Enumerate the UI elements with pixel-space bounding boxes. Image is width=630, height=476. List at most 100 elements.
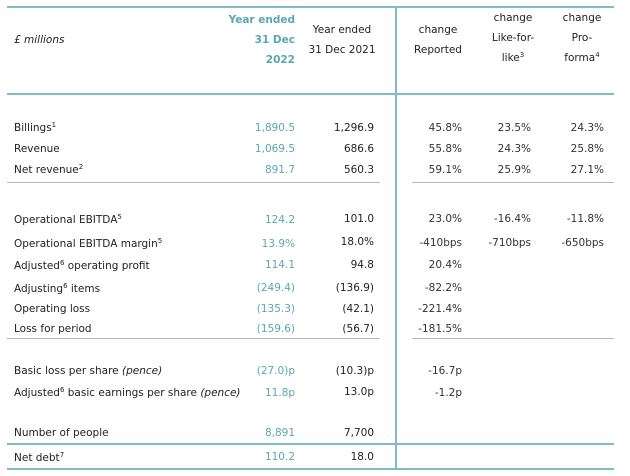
column-divider <box>395 6 397 470</box>
header-current-line1: Year ended <box>228 14 295 26</box>
ebitda-change-reported: 23.0% <box>428 213 462 225</box>
row-label-revenue: Revenue <box>14 142 60 156</box>
row-label-adjusted-operating-profit: Adjusted6 operating profit <box>14 259 150 273</box>
label-text: Revenue <box>14 143 60 155</box>
ebitda-margin-2021: 18.0% <box>340 236 374 248</box>
net-revenue-change-proforma: 27.1% <box>570 164 604 176</box>
adj-op-profit-change-reported: 20.4% <box>428 259 462 271</box>
header-change-reported: change Reported <box>408 20 468 60</box>
footnote-ref: 7 <box>59 451 65 459</box>
header-lfl-text: like <box>501 52 520 64</box>
billings-change-proforma: 24.3% <box>570 122 604 134</box>
row-label-operational-ebitda: Operational EBITDA5 <box>14 213 122 227</box>
label-text: Basic loss per share <box>14 365 122 377</box>
billings-2022: 1,890.5 <box>254 122 295 134</box>
row-label-loss-for-period: Loss for period <box>14 322 92 336</box>
adjusting-items-2021: (136.9) <box>335 282 374 294</box>
label-text: Adjusted <box>14 260 60 272</box>
basic-lps-2021: (10.3)p <box>335 365 374 377</box>
label-text: Operational EBITDA <box>14 214 118 226</box>
header-pro-line3: forma4 <box>552 48 612 68</box>
revenue-change-lfl: 24.3% <box>497 143 531 155</box>
revenue-change-reported: 55.8% <box>428 143 462 155</box>
row-label-basic-loss-per-share: Basic loss per share (pence) <box>14 364 162 378</box>
revenue-2022: 1,069.5 <box>254 143 295 155</box>
label-text: basic earnings per share <box>64 387 201 399</box>
row-label-number-of-people: Number of people <box>14 426 109 440</box>
row-label-ebitda-margin: Operational EBITDA margin5 <box>14 237 162 251</box>
label-text: Operational EBITDA margin <box>14 238 158 250</box>
basic-lps-2022: (27.0)p <box>256 365 295 377</box>
header-reported-line2: Reported <box>414 44 462 56</box>
header-pro-line1: change <box>562 12 602 24</box>
billings-2021: 1,296.9 <box>333 122 374 134</box>
header-prior-year: Year ended 31 Dec 2021 <box>300 20 384 60</box>
top-rule <box>7 6 614 8</box>
footnote-ref: 3 <box>519 51 525 59</box>
units-label: £ millions <box>14 33 64 47</box>
net-debt-2021: 18.0 <box>350 451 374 463</box>
label-text: Billings <box>14 122 52 134</box>
label-text: Operating loss <box>14 303 91 315</box>
label-text: Net debt <box>14 452 60 464</box>
footnote-ref: 2 <box>78 163 84 171</box>
header-current-line2: 31 Dec <box>254 34 295 46</box>
label-text: Adjusting <box>14 283 64 295</box>
row-label-adjusted-basic-eps: Adjusted6 basic earnings per share (penc… <box>14 386 241 400</box>
basic-lps-change-reported: -16.7p <box>428 365 462 377</box>
operating-loss-change-reported: -221.4% <box>418 303 462 315</box>
ebitda-2021: 101.0 <box>343 213 374 225</box>
adj-eps-2021: 13.0p <box>343 386 374 398</box>
footnote-ref: 6 <box>59 386 65 394</box>
footnote-ref: 5 <box>157 237 163 245</box>
label-text: Net revenue <box>14 164 79 176</box>
header-lfl-line2: Like-for- <box>491 32 535 44</box>
ebitda-margin-2022: 13.9% <box>261 238 295 250</box>
footnote-ref: 6 <box>63 282 68 290</box>
separator-left-2 <box>7 338 380 339</box>
label-text: Number of people <box>14 427 109 439</box>
row-label-net-debt: Net debt7 <box>14 451 64 465</box>
people-2021: 7,700 <box>343 427 374 439</box>
net-revenue-2022: 891.7 <box>264 164 295 176</box>
adjusting-items-change-reported: -82.2% <box>424 282 462 294</box>
header-change-proforma: change Pro- forma4 <box>552 8 612 68</box>
adjusting-items-2022: (249.4) <box>256 282 295 294</box>
header-bottom-rule <box>7 93 614 95</box>
ebitda-margin-change-reported: -410bps <box>419 237 462 249</box>
header-current-year: Year ended 31 Dec 2022 <box>229 10 295 70</box>
net-revenue-change-lfl: 25.9% <box>497 164 531 176</box>
loss-for-period-change-reported: -181.5% <box>418 323 462 335</box>
header-lfl-line3: like3 <box>483 48 543 68</box>
separator-right-2 <box>412 338 614 339</box>
operating-loss-2021: (42.1) <box>342 303 374 315</box>
net-debt-top-rule <box>7 443 614 445</box>
people-2022: 8,891 <box>264 427 295 439</box>
label-text: Loss for period <box>14 323 92 335</box>
header-reported-line1: change <box>418 24 458 36</box>
ebitda-margin-change-proforma: -650bps <box>561 237 604 249</box>
adj-op-profit-2021: 94.8 <box>350 259 374 271</box>
ebitda-change-lfl: -16.4% <box>493 213 531 225</box>
footnote-ref: 6 <box>59 259 65 267</box>
loss-for-period-2021: (56.7) <box>342 323 374 335</box>
units-text: £ millions <box>14 34 65 46</box>
ebitda-2022: 124.2 <box>264 214 295 226</box>
header-pro-text: forma <box>564 52 596 64</box>
separator-left-1 <box>7 182 380 183</box>
footnote-ref: 1 <box>51 121 57 129</box>
separator-right-1 <box>412 182 614 183</box>
net-revenue-2021: 560.3 <box>343 164 374 176</box>
loss-for-period-2022: (159.6) <box>256 323 295 335</box>
header-current-line3: 2022 <box>265 54 295 66</box>
label-unit: (pence) <box>121 365 163 377</box>
bottom-rule <box>7 468 614 470</box>
label-text: Adjusted <box>14 387 60 399</box>
ebitda-change-proforma: -11.8% <box>566 213 604 225</box>
footnote-ref: 4 <box>595 51 600 59</box>
revenue-change-proforma: 25.8% <box>570 143 604 155</box>
operating-loss-2022: (135.3) <box>256 303 295 315</box>
adj-op-profit-2022: 114.1 <box>264 259 295 271</box>
label-text: items <box>67 283 101 295</box>
